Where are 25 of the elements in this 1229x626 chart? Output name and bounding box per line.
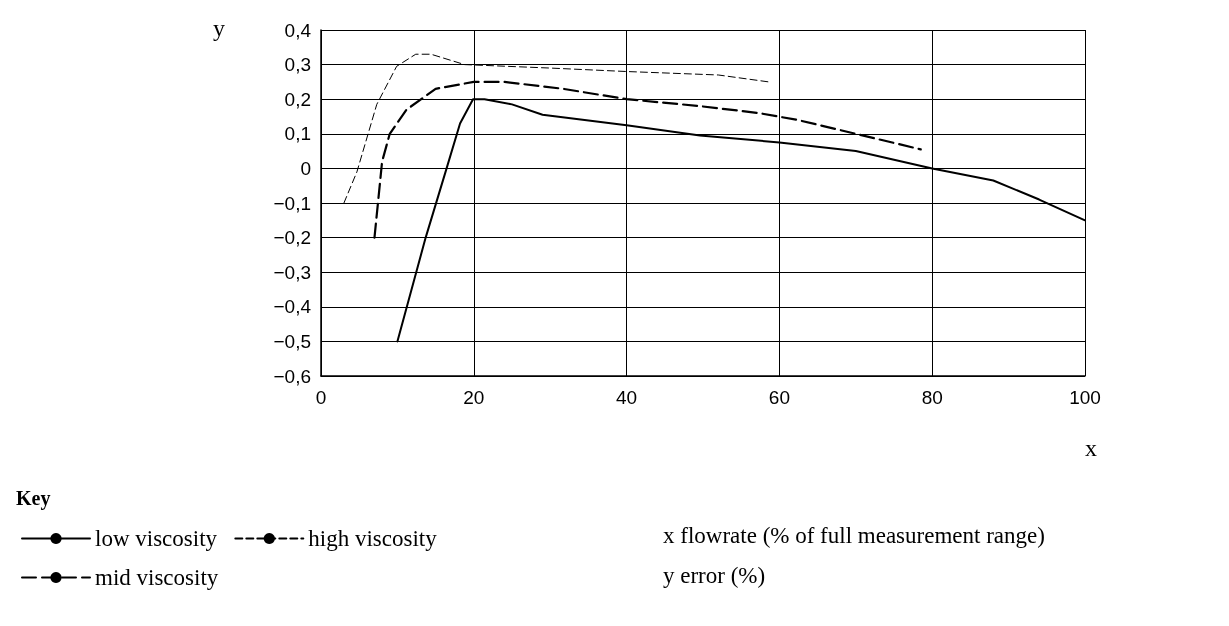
x-tick-label: 100 bbox=[1069, 387, 1101, 408]
y-tick-label: −0,3 bbox=[273, 261, 311, 283]
text: y error (%) bbox=[663, 563, 766, 588]
x-tick-label: 80 bbox=[921, 387, 943, 408]
y-tick-label: −0,1 bbox=[273, 192, 311, 214]
y-tick-label: −0,5 bbox=[273, 330, 311, 352]
x-tick-label: 20 bbox=[463, 387, 485, 408]
legend-label: high viscosity bbox=[308, 526, 438, 551]
x-tick-label: 60 bbox=[768, 387, 790, 408]
y-tick-label: −0,6 bbox=[273, 365, 311, 387]
x-tick-label: 40 bbox=[616, 387, 638, 408]
legend-title: Key bbox=[16, 487, 51, 510]
x-axis-title: x bbox=[1085, 435, 1097, 461]
y-tick-label: 0 bbox=[300, 157, 311, 179]
y-tick-label: 0,1 bbox=[284, 123, 311, 145]
legend-label: low viscosity bbox=[95, 526, 218, 551]
x-tick-label: 0 bbox=[315, 387, 327, 408]
text: x flowrate (% of full measurement range) bbox=[663, 523, 1045, 548]
y-tick-label: −0,4 bbox=[273, 296, 312, 318]
legend-label: mid viscosity bbox=[95, 565, 219, 590]
y-tick-label: 0,2 bbox=[284, 88, 311, 110]
y-tick-label: −0,2 bbox=[273, 227, 311, 249]
y-tick-label: 0,4 bbox=[284, 19, 312, 41]
y-axis-title: y bbox=[213, 15, 225, 41]
y-tick-label: 0,3 bbox=[284, 54, 311, 76]
